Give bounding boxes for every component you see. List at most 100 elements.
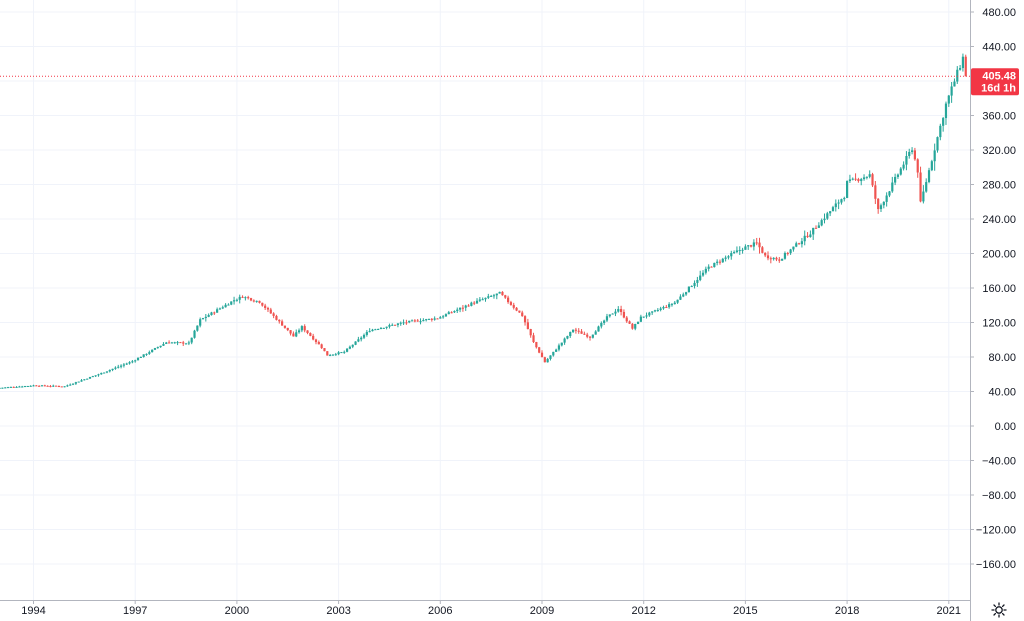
candle-body [913,150,916,160]
chart-settings-button[interactable] [988,599,1010,621]
candle-body [687,286,690,293]
candle-body [823,218,826,221]
x-axis[interactable]: 1994 1997 2000 2003 2006 2009 2012 2015 2018 2021 [0,600,970,617]
candle-body [529,329,532,336]
candle-body [329,355,332,357]
candle-body [306,330,309,334]
candle-body [368,331,371,333]
candle-body [571,329,575,332]
x-tick-label: 2018 [835,605,859,617]
gear-icon [991,602,1007,618]
candle-body [334,354,337,356]
candle-body [275,315,278,320]
candle-body [961,56,965,69]
candle-body [910,150,914,152]
candle-body [207,315,210,317]
candle-body [247,297,250,299]
candle-body [6,387,10,389]
candle-body [812,227,815,235]
candle-body [337,352,340,355]
y-tick-label: 200.00 [982,249,1016,261]
candle-body [800,241,803,245]
candle-body [509,302,513,305]
candle-body [769,258,772,260]
candle-body [416,320,419,322]
candle-body [755,242,758,244]
candle-body [148,352,151,354]
candle-body [670,304,674,306]
candle-body [108,370,111,372]
candle-body [348,346,351,349]
y-axis[interactable]: 480.00440.00400.00360.00320.00280.00240.… [970,0,1016,621]
candle-body [761,247,764,253]
candle-body [357,339,360,342]
candle-body [360,337,363,340]
candle-body [303,326,306,331]
candle-body [210,312,213,316]
candle-body [295,332,298,337]
bar-countdown-label: 16d 1h [981,82,1016,94]
candle-body [891,182,894,192]
candle-body [458,307,462,310]
candle-body [43,385,46,387]
candle-body [829,211,832,214]
candle-body [66,385,69,387]
candle-body [942,118,945,126]
y-tick-label: 160.00 [982,283,1016,295]
candle-body [261,302,264,306]
price-tag-background [971,68,1019,96]
candle-body [331,354,335,356]
candle-body [464,305,467,308]
x-tick-label: 2009 [530,605,554,617]
candle-body [953,81,956,87]
candle-body [439,317,442,319]
x-tick-label: 2015 [733,605,757,617]
candle-body [388,325,391,327]
candle-body [518,310,521,313]
candle-body [365,332,368,335]
candle-body [402,322,405,324]
candle-body [241,296,244,298]
y-tick-label: 80.00 [988,352,1016,364]
candle-body [512,304,515,308]
candle-body [289,330,292,334]
candle-body [744,246,747,250]
candle-body [35,385,38,387]
candle-body [425,319,428,321]
candle-body [408,320,411,323]
candle-body [733,252,736,254]
candle-body [927,170,931,183]
candle-body [159,345,162,348]
candle-body [557,345,561,350]
x-tick-label: 2021 [937,605,961,617]
candle-body [919,172,922,202]
y-tick-label: −40.00 [982,456,1016,468]
y-tick-label: 360.00 [982,111,1016,123]
candle-body [523,316,527,323]
candle-body [690,286,693,288]
candle-body [269,309,272,314]
candle-body [450,312,453,314]
candle-body [857,179,860,182]
candle-body [21,386,24,388]
candle-body [908,151,911,156]
candle-body [495,293,498,296]
candle-body [925,182,928,192]
candle-body [151,349,154,353]
candle-body [379,327,383,330]
candle-body [433,318,436,320]
candle-body [413,320,416,322]
candle-body [97,374,100,376]
candle-body [456,309,459,312]
candle-body [173,342,176,344]
candle-body [77,381,80,383]
candle-body [868,174,871,177]
candle-body [15,386,18,388]
candle-body [286,327,289,331]
candle-body [752,242,755,247]
y-tick-label: 120.00 [982,318,1016,330]
candle-body [603,320,606,323]
candle-body [860,179,863,182]
